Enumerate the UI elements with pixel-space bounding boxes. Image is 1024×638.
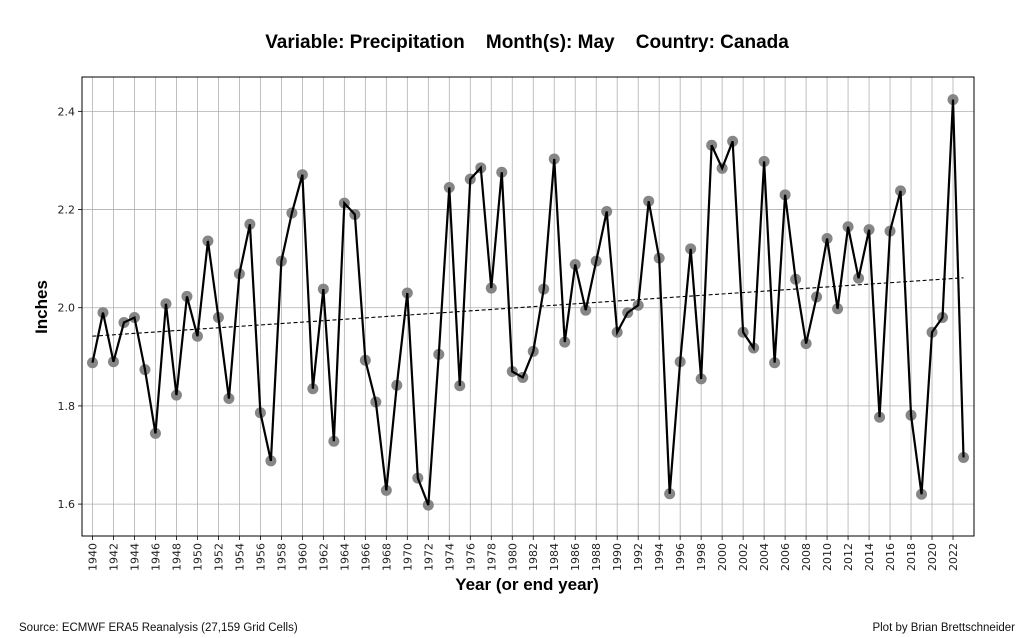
x-tick-label: 2008 [800, 543, 813, 571]
x-tick-label: 1972 [422, 543, 435, 571]
x-tick-label: 1978 [485, 543, 498, 571]
x-tick-label: 1940 [86, 543, 99, 571]
x-tick-label: 1948 [170, 543, 183, 571]
data-point [958, 451, 970, 463]
grid [82, 77, 974, 536]
y-tick-label: 1.8 [58, 400, 76, 413]
x-tick-label: 1942 [107, 543, 120, 571]
plot-frame-layer [81, 76, 975, 537]
x-tick-label: 2016 [884, 543, 897, 571]
x-tick-label: 2000 [716, 543, 729, 571]
x-tick-label: 2020 [926, 543, 939, 571]
x-tick-label: 1958 [275, 543, 288, 571]
x-tick-label: 2014 [863, 543, 876, 571]
x-tick-label: 1974 [443, 543, 456, 571]
x-tick-label: 1946 [149, 543, 162, 571]
trend-line [92, 277, 964, 337]
x-tick-label: 1984 [548, 543, 561, 571]
x-tick-label: 1986 [569, 543, 582, 571]
x-axis-ticks: 1940 1942 1944 1946 1948 1950 1952 1954 1956 1958… [86, 536, 960, 571]
x-tick-label: 1966 [359, 543, 372, 571]
x-tick-label: 1944 [128, 543, 141, 571]
x-tick-label: 2012 [842, 543, 855, 571]
x-tick-label: 1968 [380, 543, 393, 571]
x-tick-label: 2010 [821, 543, 834, 571]
x-tick-label: 1960 [296, 543, 309, 571]
source-note: Source: ECMWF ERA5 Reanalysis (27,159 Gr… [19, 622, 298, 634]
x-tick-label: 2004 [758, 543, 771, 571]
plot-frame [81, 76, 975, 537]
x-tick-label: 1964 [338, 543, 351, 571]
x-tick-label: 1992 [632, 543, 645, 571]
x-tick-label: 1954 [233, 543, 246, 571]
x-tick-label: 1956 [254, 543, 267, 571]
y-axis-ticks: 1.6 1.8 2.0 2.2 2.4 [58, 105, 82, 511]
x-tick-label: 1952 [212, 543, 225, 571]
x-tick-label: 1980 [506, 543, 519, 571]
x-tick-label: 1950 [191, 543, 204, 571]
series-line-layer [91, 99, 965, 506]
credit-note: Plot by Brian Brettschneider [872, 622, 1015, 634]
x-tick-label: 1996 [674, 543, 687, 571]
x-tick-label: 1982 [527, 543, 540, 571]
x-tick-label: 2006 [779, 543, 792, 571]
trend-line-layer [92, 277, 964, 337]
x-tick-label: 1976 [464, 543, 477, 571]
x-tick-label: 1988 [590, 543, 603, 571]
x-tick-label: 2002 [737, 543, 750, 571]
x-tick-label: 1970 [401, 543, 414, 571]
chart-title: Variable: Precipitation Month(s): May Co… [265, 32, 789, 53]
x-tick-label: 2022 [947, 543, 960, 571]
y-tick-label: 1.6 [58, 498, 76, 511]
y-tick-label: 2.4 [58, 105, 76, 118]
x-tick-label: 1998 [695, 543, 708, 571]
x-tick-label: 1994 [653, 543, 666, 571]
x-tick-label: 1962 [317, 543, 330, 571]
y-tick-label: 2.2 [58, 204, 76, 217]
y-axis-label: Inches [32, 280, 51, 334]
x-tick-label: 2018 [905, 543, 918, 571]
x-axis-label: Year (or end year) [455, 575, 599, 594]
y-tick-label: 2.0 [58, 302, 76, 315]
series-line [91, 99, 965, 506]
x-tick-label: 1990 [611, 543, 624, 571]
